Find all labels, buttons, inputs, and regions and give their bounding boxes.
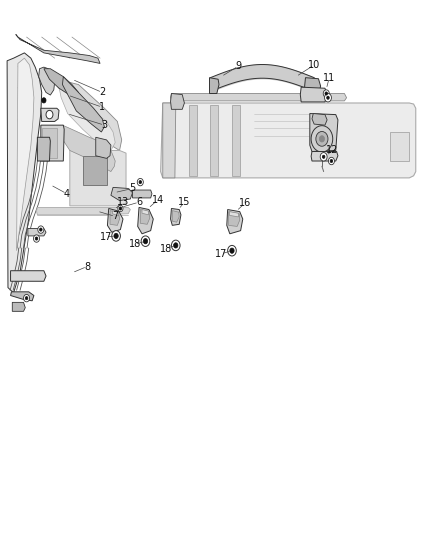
Circle shape	[24, 294, 30, 302]
Polygon shape	[36, 207, 131, 215]
Polygon shape	[311, 151, 338, 161]
Polygon shape	[96, 138, 111, 158]
Polygon shape	[142, 209, 148, 215]
Text: 15: 15	[178, 197, 191, 207]
Polygon shape	[170, 208, 181, 225]
Polygon shape	[7, 53, 42, 293]
Circle shape	[230, 248, 234, 253]
Polygon shape	[61, 125, 115, 172]
Text: 9: 9	[235, 61, 241, 71]
Polygon shape	[110, 211, 120, 225]
Circle shape	[328, 157, 335, 165]
Polygon shape	[41, 108, 59, 122]
Circle shape	[114, 233, 118, 239]
Text: 14: 14	[152, 195, 164, 205]
Circle shape	[325, 92, 328, 95]
Polygon shape	[138, 207, 153, 234]
Circle shape	[320, 152, 327, 161]
Text: 18: 18	[160, 244, 173, 254]
Polygon shape	[28, 229, 46, 236]
Polygon shape	[210, 105, 218, 176]
Polygon shape	[163, 103, 176, 178]
Text: 6: 6	[136, 197, 142, 207]
Circle shape	[35, 237, 38, 240]
Text: 1: 1	[99, 102, 105, 112]
Polygon shape	[11, 292, 34, 301]
Text: 7: 7	[112, 212, 118, 221]
Polygon shape	[39, 67, 55, 95]
Text: 10: 10	[308, 60, 320, 70]
Polygon shape	[83, 156, 106, 185]
Circle shape	[38, 226, 44, 233]
Circle shape	[325, 93, 332, 102]
Polygon shape	[304, 78, 321, 94]
Text: 2: 2	[99, 87, 106, 98]
Polygon shape	[57, 79, 122, 150]
Text: 11: 11	[323, 72, 336, 83]
Polygon shape	[300, 87, 327, 102]
Circle shape	[42, 98, 46, 103]
Polygon shape	[59, 87, 115, 150]
Polygon shape	[37, 138, 50, 161]
Circle shape	[112, 231, 120, 241]
Polygon shape	[230, 212, 238, 217]
Circle shape	[119, 207, 122, 210]
Polygon shape	[161, 103, 416, 178]
Polygon shape	[63, 77, 104, 132]
Polygon shape	[312, 114, 327, 125]
Polygon shape	[209, 78, 219, 93]
Polygon shape	[41, 125, 64, 161]
Text: 17: 17	[99, 232, 112, 242]
Circle shape	[46, 110, 53, 119]
Text: 13: 13	[117, 197, 129, 207]
Circle shape	[173, 243, 178, 248]
Polygon shape	[232, 105, 240, 176]
Polygon shape	[170, 93, 346, 101]
Circle shape	[327, 96, 329, 99]
Polygon shape	[140, 209, 150, 224]
Polygon shape	[113, 211, 119, 216]
Polygon shape	[11, 271, 46, 281]
Polygon shape	[44, 69, 78, 98]
Polygon shape	[189, 105, 197, 176]
Polygon shape	[17, 58, 34, 251]
Polygon shape	[111, 188, 133, 200]
Circle shape	[319, 136, 325, 142]
Polygon shape	[42, 128, 57, 158]
Polygon shape	[133, 190, 152, 198]
Text: 3: 3	[101, 120, 107, 130]
Circle shape	[311, 126, 333, 152]
Polygon shape	[107, 208, 123, 232]
Circle shape	[39, 228, 42, 231]
Text: 18: 18	[128, 239, 141, 249]
Text: 12: 12	[326, 146, 339, 156]
Polygon shape	[16, 35, 100, 63]
Circle shape	[228, 245, 236, 256]
Circle shape	[316, 132, 328, 146]
Circle shape	[139, 181, 141, 184]
Polygon shape	[310, 114, 338, 151]
Circle shape	[330, 159, 333, 163]
Circle shape	[323, 90, 329, 97]
Polygon shape	[170, 93, 184, 109]
Polygon shape	[172, 211, 179, 222]
Polygon shape	[70, 150, 126, 206]
Text: 17: 17	[215, 249, 227, 259]
Circle shape	[137, 179, 143, 186]
Circle shape	[171, 240, 180, 251]
Circle shape	[25, 296, 28, 300]
Circle shape	[141, 236, 150, 246]
Polygon shape	[12, 302, 25, 311]
Polygon shape	[229, 212, 240, 227]
Circle shape	[33, 235, 39, 242]
Text: 8: 8	[84, 262, 90, 271]
Text: 5: 5	[129, 183, 136, 193]
Text: 16: 16	[239, 198, 251, 208]
Text: 4: 4	[64, 189, 70, 199]
Polygon shape	[227, 209, 243, 234]
Circle shape	[322, 155, 325, 158]
Circle shape	[118, 205, 123, 212]
Polygon shape	[390, 132, 409, 161]
Circle shape	[143, 239, 148, 244]
